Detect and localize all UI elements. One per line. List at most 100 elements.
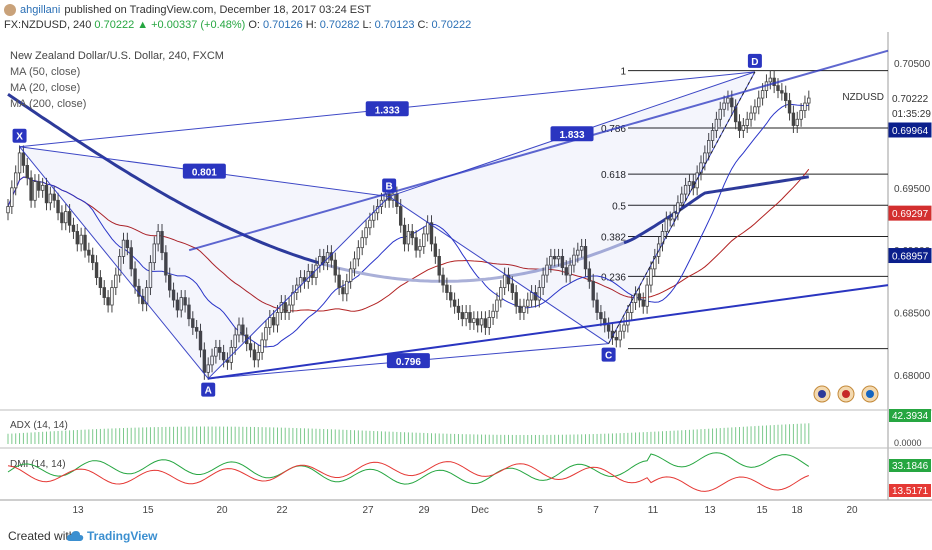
time-tick-label: 27 bbox=[362, 505, 374, 516]
candle-body bbox=[210, 355, 214, 366]
publish-line: ahgillani published on TradingView.com, … bbox=[4, 3, 371, 17]
candle-body bbox=[676, 202, 680, 214]
candle-body bbox=[549, 255, 553, 266]
flag-nz-inner-icon bbox=[842, 390, 850, 398]
candle-body bbox=[71, 224, 76, 232]
low-value: 0.70123 bbox=[374, 19, 415, 31]
candle-body bbox=[541, 274, 545, 288]
candle-body bbox=[529, 292, 534, 301]
candle-body bbox=[144, 287, 149, 305]
candle-body bbox=[533, 292, 538, 301]
candle-body bbox=[579, 246, 584, 251]
time-tick-label: 13 bbox=[72, 505, 84, 516]
last-price: 0.70222 bbox=[94, 19, 135, 31]
candle-body bbox=[422, 233, 426, 247]
candle-body bbox=[33, 181, 37, 201]
point-badge-d bbox=[747, 53, 762, 68]
candle-body bbox=[191, 318, 195, 328]
candle-body bbox=[468, 312, 472, 323]
candle-body bbox=[506, 274, 511, 285]
ratio-ac-badge bbox=[386, 353, 430, 369]
ma50-price-text: 0.69297 bbox=[892, 209, 929, 220]
candle-body bbox=[414, 237, 418, 251]
candle-body bbox=[753, 106, 757, 114]
xabcd-pattern[interactable]: X A B C D 1.333 0.801 1.833 0.796 bbox=[12, 49, 889, 397]
fib-level-label: 0.618 bbox=[601, 170, 626, 181]
flag-au-inner-icon bbox=[818, 390, 826, 398]
user-avatar[interactable] bbox=[4, 4, 16, 16]
candle-body bbox=[194, 327, 199, 332]
trendline-lower bbox=[208, 284, 889, 380]
dmi-plus-tag bbox=[889, 459, 931, 472]
ratio-xd-label: 1.333 bbox=[375, 105, 400, 116]
candle-body bbox=[187, 304, 191, 320]
adx-label: ADX (14, 14) bbox=[10, 420, 68, 431]
point-label-c: C bbox=[605, 351, 612, 362]
candle-body bbox=[707, 140, 711, 154]
candle-body bbox=[121, 239, 126, 257]
event-icons[interactable] bbox=[813, 385, 879, 403]
candle-body bbox=[452, 299, 457, 307]
candle-body bbox=[256, 351, 260, 361]
tradingview-brand[interactable]: TradingView bbox=[87, 529, 158, 543]
candle-body bbox=[760, 90, 765, 99]
candle-body bbox=[391, 193, 395, 201]
candle-body bbox=[680, 193, 684, 204]
candle-body bbox=[637, 293, 642, 301]
price-tick-label: 0.68500 bbox=[894, 309, 931, 320]
price-axis[interactable]: 0.705000.700000.695000.690000.685000.680… bbox=[888, 59, 932, 382]
candle-body bbox=[622, 324, 626, 332]
author-link[interactable]: ahgillani bbox=[20, 4, 61, 16]
legend-ma200[interactable]: MA (200, close) bbox=[10, 98, 86, 110]
candle-body bbox=[445, 284, 449, 293]
candle-body bbox=[599, 312, 603, 320]
candle-body bbox=[198, 330, 203, 351]
pattern-leg-ab bbox=[207, 196, 390, 379]
high-label: H: bbox=[305, 19, 317, 31]
candle-body bbox=[583, 246, 588, 270]
candle-body bbox=[537, 287, 541, 301]
time-axis[interactable]: 13 15 20 22 27 29 Dec 5 7 11 13 15 18 20 bbox=[72, 505, 858, 516]
candle-body bbox=[60, 212, 64, 224]
legend-ma50[interactable]: MA (50, close) bbox=[10, 66, 80, 78]
legend-ma20[interactable]: MA (20, close) bbox=[10, 82, 80, 94]
candle-body bbox=[564, 267, 568, 276]
candle-body bbox=[102, 287, 106, 298]
candle-body bbox=[410, 231, 414, 239]
candle-body bbox=[606, 324, 611, 332]
candle-body bbox=[352, 258, 357, 270]
high-value: 0.70282 bbox=[319, 19, 360, 31]
candle-body bbox=[52, 193, 56, 201]
candle-body bbox=[757, 97, 761, 108]
point-badge-b bbox=[382, 178, 397, 193]
point-label-b: B bbox=[386, 182, 393, 193]
adx-value: 42.3934 bbox=[892, 411, 929, 422]
candle-body bbox=[695, 172, 699, 189]
symbol-tag-group: NZDUSD 01:35:29 bbox=[842, 92, 931, 120]
candle-body bbox=[271, 317, 276, 326]
candle-body bbox=[572, 254, 576, 266]
candle-body bbox=[333, 259, 337, 276]
symbol-label: FX:NZDUSD, 240 bbox=[4, 19, 92, 31]
candle-body bbox=[780, 90, 784, 94]
dmi-pane: DMI (14, 14) 33.1846 13.5171 bbox=[7, 452, 931, 497]
candle-body bbox=[260, 339, 264, 353]
candle-body bbox=[156, 231, 160, 245]
adx-pane: ADX (14, 14) 42.3934 0.0000 bbox=[7, 409, 931, 448]
price-tick-label: 0.70500 bbox=[894, 59, 931, 70]
candle-body bbox=[279, 302, 284, 313]
candle-body bbox=[160, 231, 164, 254]
price-tick-label: 0.69500 bbox=[894, 184, 931, 195]
trendline-upper bbox=[188, 49, 889, 252]
candle-body bbox=[722, 102, 726, 110]
candle-body bbox=[726, 97, 730, 104]
candle-body bbox=[75, 231, 79, 245]
time-tick-label: 15 bbox=[756, 505, 768, 516]
candle-body bbox=[799, 110, 803, 120]
candle-body bbox=[125, 239, 130, 249]
candle-body bbox=[591, 280, 595, 301]
close-label: C: bbox=[417, 19, 429, 31]
candle-body bbox=[110, 287, 114, 306]
